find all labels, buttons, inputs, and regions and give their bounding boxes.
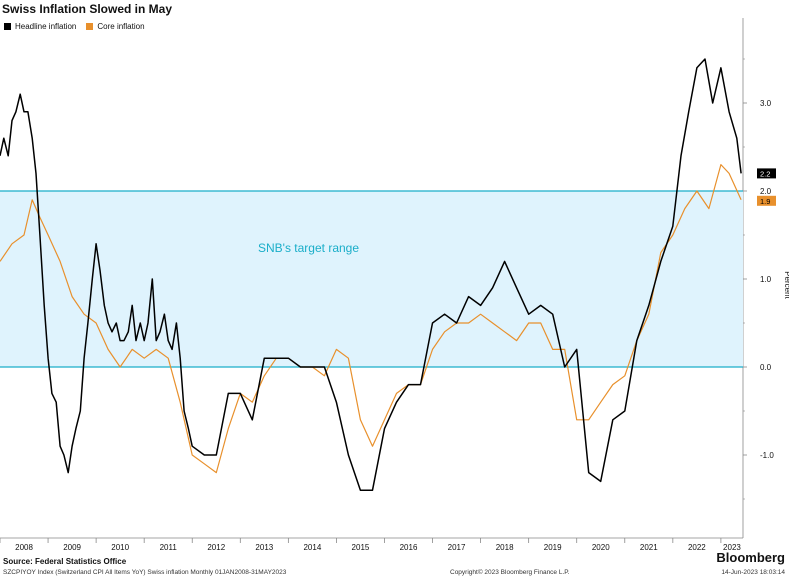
core-line: [0, 164, 742, 474]
x-tick-label: 2014: [303, 543, 321, 552]
legend-label-headline: Headline inflation: [15, 22, 77, 31]
x-tick-label: 2013: [255, 543, 273, 552]
legend-item-core: Core inflation: [86, 22, 145, 31]
y-tick-label: 2.0: [760, 187, 772, 196]
x-tick-label: 2008: [15, 543, 33, 552]
y-tick-label: 1.0: [760, 275, 772, 284]
target-band: [0, 191, 743, 367]
brand-logo: Bloomberg: [716, 550, 785, 565]
legend: Headline inflation Core inflation: [4, 22, 145, 31]
last-value-core: 1.9: [760, 197, 770, 206]
legend-label-core: Core inflation: [97, 22, 145, 31]
x-tick-label: 2010: [111, 543, 129, 552]
x-tick-label: 2016: [400, 543, 418, 552]
x-tick-label: 2021: [640, 543, 658, 552]
x-tick-label: 2022: [688, 543, 706, 552]
last-value-badge-headline: [757, 168, 776, 179]
x-tick-label: 2011: [160, 543, 178, 552]
x-tick-label: 2009: [63, 543, 81, 552]
y-tick-label: 3.0: [760, 99, 772, 108]
x-tick-label: 2017: [448, 543, 466, 552]
x-tick-label: 2023: [723, 543, 741, 552]
last-value-badge-core: [757, 195, 776, 206]
x-tick-label: 2020: [592, 543, 610, 552]
source-note: Source: Federal Statistics Office: [3, 557, 127, 566]
x-tick-label: 2015: [352, 543, 370, 552]
y-axis-title: Percent: [783, 271, 789, 299]
y-tick-label: -1.0: [760, 451, 774, 460]
timestamp: 14-Jun-2023 18:03:14: [721, 569, 785, 576]
chart-title: Swiss Inflation Slowed in May: [2, 2, 173, 16]
legend-swatch-core: [86, 23, 94, 30]
series-meta: SZCPIYOY Index (Switzerland CPI All Item…: [3, 569, 287, 576]
headline-line: [0, 58, 742, 491]
copyright: Copyright© 2023 Bloomberg Finance L.P.: [450, 569, 570, 576]
x-tick-label: 2012: [207, 543, 225, 552]
legend-item-headline: Headline inflation: [4, 22, 76, 31]
target-band-label: SNB's target range: [258, 241, 359, 255]
x-tick-label: 2018: [496, 543, 514, 552]
legend-swatch-headline: [4, 23, 11, 30]
last-value-headline: 2.2: [760, 169, 770, 178]
x-tick-label: 2019: [544, 543, 562, 552]
y-tick-label: 0.0: [760, 363, 772, 372]
